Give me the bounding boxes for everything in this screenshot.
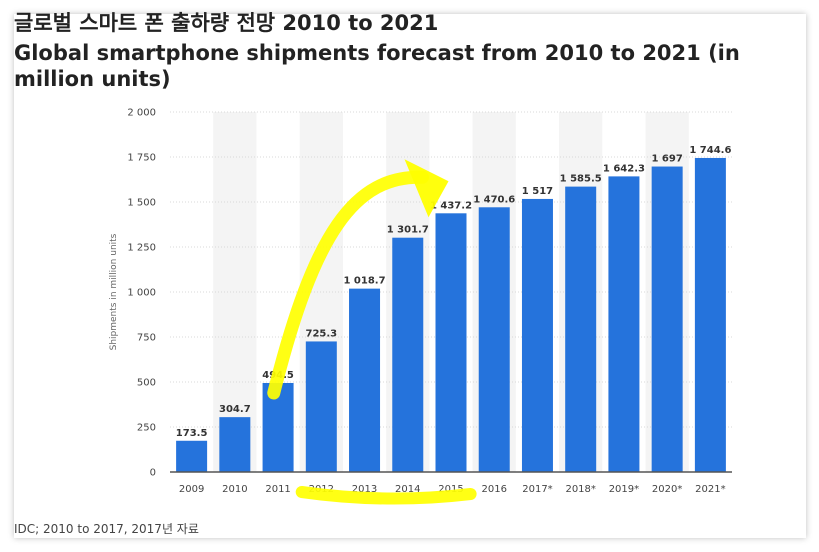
data-label: 1 642.3	[603, 163, 645, 174]
y-tick-label: 1 000	[127, 288, 156, 299]
x-tick-label: 2010	[222, 484, 247, 495]
y-tick-label: 1 250	[127, 243, 156, 254]
data-label: 1 301.7	[387, 225, 429, 236]
bar	[608, 176, 640, 473]
bar	[478, 207, 510, 473]
x-tick-label: 2021*	[695, 484, 725, 495]
bar	[176, 440, 208, 472]
data-label: 725.3	[305, 328, 337, 339]
bar	[694, 157, 726, 473]
x-tick-label: 2018*	[565, 484, 595, 495]
y-tick-label: 2 000	[127, 108, 156, 119]
y-tick-label: 1 500	[127, 198, 156, 209]
x-tick-label: 2009	[179, 484, 204, 495]
data-label: 1 018.7	[343, 276, 385, 287]
bar	[521, 198, 553, 472]
bar	[219, 417, 251, 472]
highlight-arrow-curve	[267, 170, 430, 400]
bar	[392, 237, 424, 472]
x-tick-label: 2017*	[522, 484, 552, 495]
data-label: 1 470.6	[473, 194, 515, 205]
y-axis-label: Shipments in million units	[109, 233, 119, 350]
y-tick-label: 0	[150, 468, 156, 479]
highlight-arrow-head	[404, 159, 449, 218]
highlight-annotations	[267, 159, 477, 505]
highlight-underline	[295, 486, 477, 505]
chart-subtitle: Global smartphone shipments forecast fro…	[14, 41, 740, 91]
data-label: 304.7	[219, 404, 251, 415]
bar	[305, 341, 337, 472]
x-tick-label: 2011	[265, 484, 290, 495]
bar	[565, 186, 597, 473]
data-label: 1 517	[522, 186, 553, 197]
x-tick-label: 2019*	[609, 484, 639, 495]
column-band	[213, 112, 257, 472]
x-tick-label: 2013	[352, 484, 377, 495]
data-label: 1 437.2	[430, 200, 472, 211]
x-tick-label: 2016	[482, 484, 507, 495]
data-label: 1 697	[651, 154, 682, 165]
data-label: 1 585.5	[560, 174, 602, 185]
x-tick-label: 2015	[438, 484, 463, 495]
source-note: IDC; 2010 to 2017, 2017년 자료	[14, 522, 199, 536]
y-tick-label: 500	[137, 378, 156, 389]
x-tick-label: 2020*	[652, 484, 682, 495]
y-axis-ticks: 0 250 500 750 1 000 1 250 1 500 1 750 2 000	[127, 108, 156, 479]
bar	[349, 288, 381, 472]
y-tick-label: 1 750	[127, 153, 156, 164]
x-tick-label: 2014	[395, 484, 420, 495]
data-label: 1 744.6	[689, 145, 731, 156]
bar	[435, 213, 467, 472]
chart-title: 글로벌 스마트 폰 출하량 전망 2010 to 2021	[14, 11, 439, 35]
bar	[651, 166, 683, 473]
bars	[176, 157, 726, 473]
y-tick-label: 250	[137, 423, 156, 434]
data-label: 173.5	[176, 428, 208, 439]
y-tick-label: 750	[137, 333, 156, 344]
